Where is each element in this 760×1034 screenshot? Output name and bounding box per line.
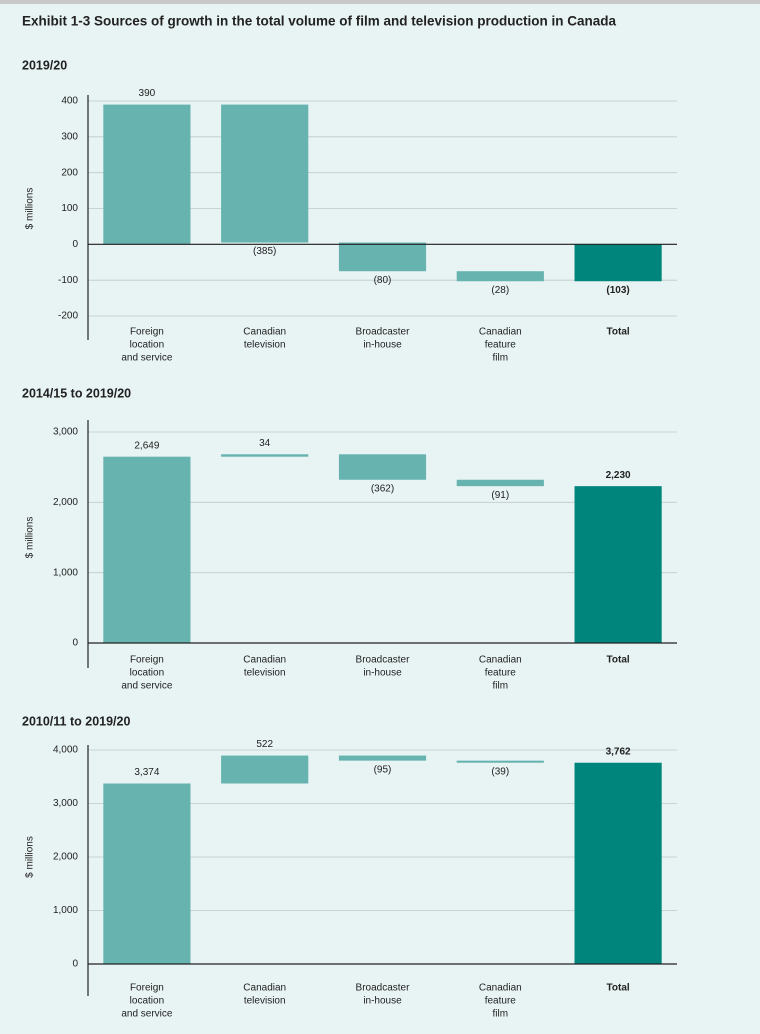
y-tick-label: 2,000: [53, 852, 78, 863]
x-tick-label: and service: [121, 681, 173, 692]
x-tick-label: feature: [485, 340, 517, 351]
top-rule: [0, 0, 760, 4]
bar: [221, 755, 309, 784]
bar: [456, 271, 544, 282]
value-label: (103): [606, 285, 629, 296]
y-tick-label: 4,000: [53, 745, 78, 756]
y-tick-label: 100: [61, 203, 78, 214]
value-label: 522: [256, 739, 273, 750]
x-tick-label: Canadian: [479, 983, 522, 994]
chart-subtitle: 2010/11 to 2019/20: [22, 714, 130, 728]
bar: [338, 242, 427, 272]
x-tick-label: Foreign: [130, 983, 164, 994]
x-tick-label: location: [130, 996, 164, 1007]
y-tick-label: 0: [72, 638, 78, 649]
chart-subtitle: 2014/15 to 2019/20: [22, 386, 131, 400]
bar: [574, 244, 662, 282]
y-tick-label: -100: [58, 275, 78, 286]
bar: [574, 762, 662, 964]
x-tick-label: feature: [485, 668, 517, 679]
y-tick-label: 1,000: [53, 567, 78, 578]
value-label: 34: [259, 438, 271, 449]
bar: [456, 760, 544, 763]
value-label: 3,374: [134, 767, 159, 778]
y-axis-label: $ millions: [25, 836, 36, 878]
x-tick-label: Canadian: [479, 655, 522, 666]
bar: [338, 755, 427, 761]
x-tick-label: film: [493, 353, 509, 364]
value-label: 2,230: [606, 470, 631, 481]
x-tick-label: Canadian: [243, 327, 286, 338]
x-tick-label: television: [244, 996, 286, 1007]
value-label: (91): [491, 490, 509, 501]
x-tick-label: feature: [485, 996, 517, 1007]
x-tick-label: in-house: [363, 668, 402, 679]
chart-subtitle: 2019/20: [22, 58, 67, 72]
x-tick-label: Foreign: [130, 327, 164, 338]
value-label: (80): [374, 275, 392, 286]
y-tick-label: 2,000: [53, 497, 78, 508]
bar: [103, 104, 191, 245]
x-tick-label: Broadcaster: [356, 655, 411, 666]
x-tick-label: film: [493, 681, 509, 692]
y-tick-label: 200: [61, 167, 78, 178]
x-tick-label: Broadcaster: [356, 327, 411, 338]
bar: [221, 104, 309, 243]
x-tick-label: Canadian: [243, 983, 286, 994]
x-tick-label: in-house: [363, 340, 402, 351]
x-tick-label: television: [244, 668, 286, 679]
x-tick-label: Total: [607, 327, 630, 338]
value-label: (28): [491, 285, 509, 296]
y-tick-label: 0: [72, 239, 78, 250]
value-label: (39): [491, 766, 509, 777]
value-label: (385): [253, 246, 276, 257]
y-tick-label: 300: [61, 131, 78, 142]
x-tick-label: location: [130, 340, 164, 351]
bar: [456, 479, 544, 487]
y-tick-label: 0: [72, 959, 78, 970]
bar: [574, 486, 662, 643]
value-label: (95): [374, 764, 392, 775]
x-tick-label: Total: [607, 655, 630, 666]
y-tick-label: -200: [58, 311, 78, 322]
y-tick-label: 3,000: [53, 798, 78, 809]
y-axis-label: $ millions: [25, 188, 36, 230]
x-tick-label: film: [493, 1009, 509, 1020]
y-tick-label: 400: [61, 96, 78, 107]
x-tick-label: Foreign: [130, 655, 164, 666]
x-tick-label: in-house: [363, 996, 402, 1007]
page-title: Exhibit 1-3 Sources of growth in the tot…: [22, 14, 617, 29]
y-axis-label: $ millions: [25, 517, 36, 559]
x-tick-label: and service: [121, 353, 173, 364]
bar: [103, 456, 191, 643]
value-label: (362): [371, 483, 394, 494]
bar: [103, 783, 191, 964]
x-tick-label: television: [244, 340, 286, 351]
y-tick-label: 1,000: [53, 905, 78, 916]
y-tick-label: 3,000: [53, 427, 78, 438]
x-tick-label: Canadian: [479, 327, 522, 338]
x-tick-label: location: [130, 668, 164, 679]
x-tick-label: and service: [121, 1009, 173, 1020]
value-label: 3,762: [606, 746, 631, 757]
bar: [338, 454, 427, 480]
x-tick-label: Total: [607, 983, 630, 994]
x-tick-label: Broadcaster: [356, 983, 411, 994]
bar: [221, 454, 309, 457]
x-tick-label: Canadian: [243, 655, 286, 666]
value-label: 390: [139, 88, 156, 99]
value-label: 2,649: [134, 440, 159, 451]
